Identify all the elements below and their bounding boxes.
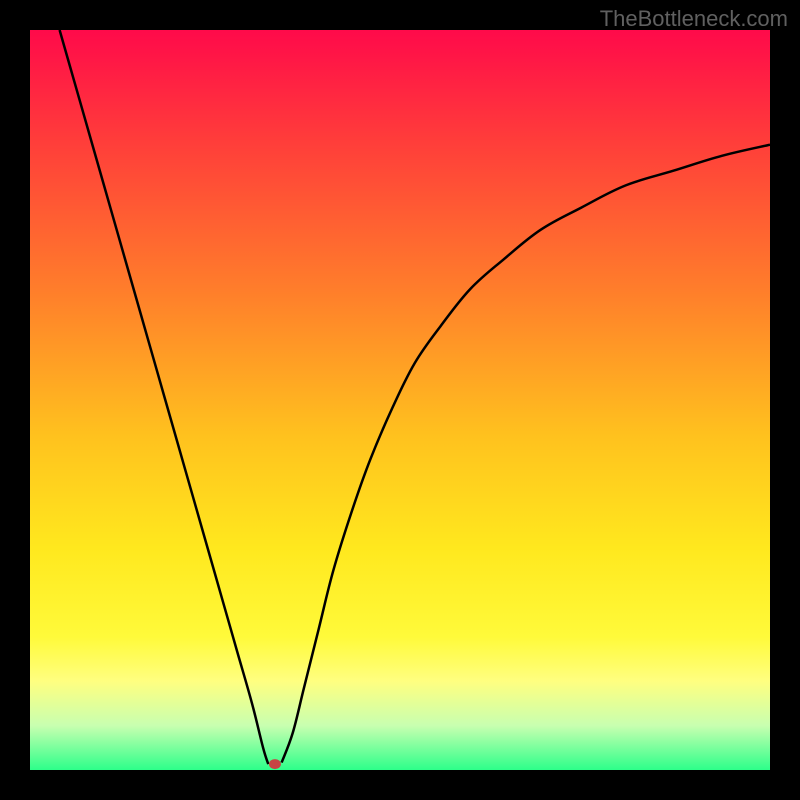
plot-area xyxy=(30,30,770,770)
bottleneck-curve xyxy=(60,30,770,764)
curve-layer xyxy=(30,30,770,770)
minimum-marker xyxy=(269,759,281,769)
watermark-text: TheBottleneck.com xyxy=(600,6,788,32)
